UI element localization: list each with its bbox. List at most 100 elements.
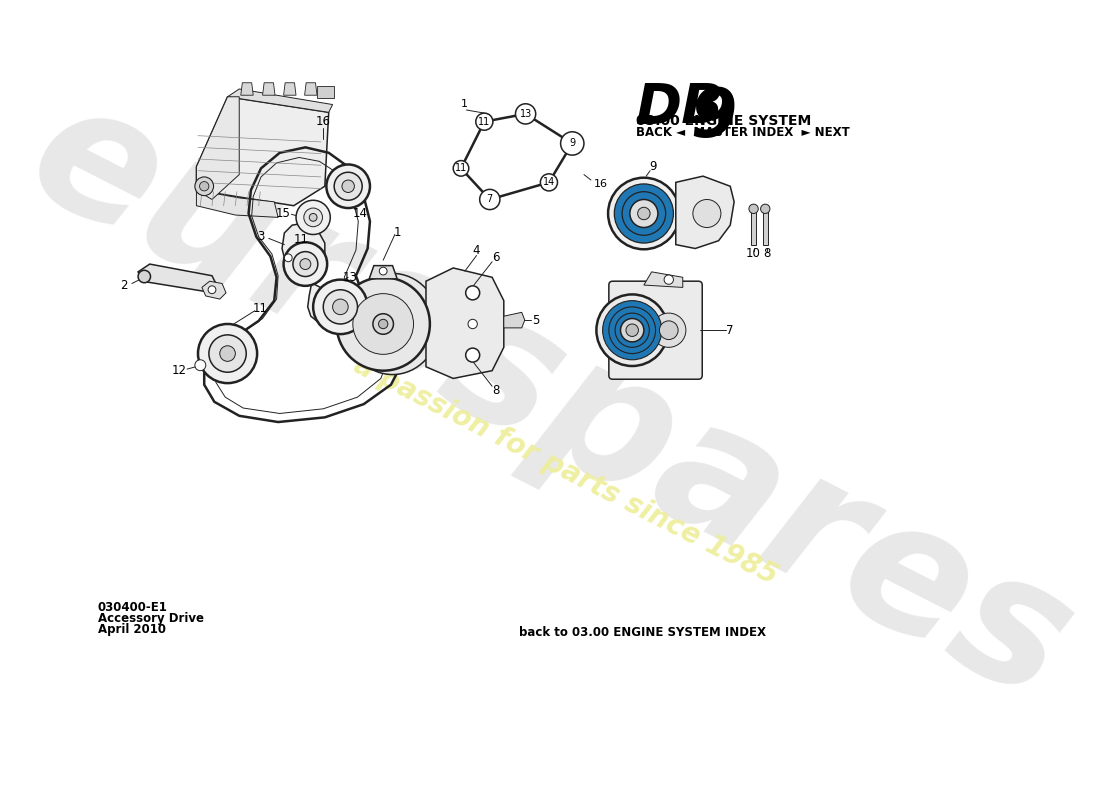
Polygon shape	[644, 272, 683, 287]
Polygon shape	[282, 223, 344, 324]
Text: 16: 16	[316, 115, 331, 128]
Circle shape	[284, 242, 327, 286]
Text: 12: 12	[172, 364, 187, 377]
Circle shape	[337, 278, 430, 370]
Circle shape	[195, 360, 206, 370]
Circle shape	[626, 324, 638, 337]
Text: 1: 1	[394, 226, 400, 238]
Circle shape	[561, 132, 584, 155]
Circle shape	[220, 346, 235, 362]
Circle shape	[296, 200, 330, 234]
Text: BACK ◄  MASTER INDEX  ► NEXT: BACK ◄ MASTER INDEX ► NEXT	[636, 126, 850, 139]
Circle shape	[630, 199, 658, 227]
Text: 9: 9	[569, 138, 575, 149]
Circle shape	[516, 104, 536, 124]
Polygon shape	[504, 312, 525, 328]
Text: 14: 14	[352, 207, 367, 220]
Circle shape	[317, 307, 330, 319]
Circle shape	[296, 243, 315, 262]
Bar	[751, 210, 756, 245]
Polygon shape	[426, 268, 504, 378]
Circle shape	[468, 319, 477, 329]
Text: DB: DB	[636, 82, 725, 135]
Circle shape	[465, 286, 480, 300]
Circle shape	[453, 161, 469, 176]
Polygon shape	[228, 89, 332, 112]
Text: 9: 9	[649, 160, 657, 174]
Polygon shape	[139, 264, 216, 291]
Text: 15: 15	[276, 207, 292, 220]
Text: 13: 13	[342, 270, 358, 284]
Text: 11: 11	[253, 302, 267, 315]
Polygon shape	[305, 82, 317, 95]
Text: 11: 11	[455, 163, 468, 174]
Text: 7: 7	[486, 194, 493, 205]
Text: 4: 4	[473, 244, 481, 258]
Circle shape	[195, 177, 213, 195]
Circle shape	[342, 180, 354, 193]
Circle shape	[620, 318, 644, 342]
Text: 3: 3	[257, 230, 265, 243]
Circle shape	[614, 184, 673, 243]
FancyBboxPatch shape	[317, 86, 334, 98]
Circle shape	[608, 178, 680, 250]
Circle shape	[304, 208, 322, 226]
Text: 13: 13	[519, 109, 531, 119]
Text: 2: 2	[120, 278, 128, 291]
Text: 030400-E1: 030400-E1	[98, 601, 167, 614]
Text: 1: 1	[461, 98, 468, 109]
Text: 9: 9	[691, 85, 737, 151]
Bar	[763, 210, 768, 245]
Text: 14: 14	[542, 178, 556, 187]
Circle shape	[334, 172, 362, 200]
Text: 7: 7	[726, 324, 734, 337]
Polygon shape	[197, 97, 239, 199]
Circle shape	[353, 294, 414, 354]
Circle shape	[749, 204, 758, 214]
Text: 03.00 ENGINE SYSTEM: 03.00 ENGINE SYSTEM	[636, 114, 812, 128]
Circle shape	[309, 214, 317, 222]
Circle shape	[480, 190, 499, 210]
Polygon shape	[202, 281, 226, 299]
Circle shape	[323, 290, 358, 324]
Text: 6: 6	[493, 250, 499, 263]
Circle shape	[379, 267, 387, 275]
Circle shape	[651, 313, 686, 347]
Circle shape	[693, 199, 720, 227]
Polygon shape	[370, 266, 397, 279]
Text: 11: 11	[478, 117, 491, 126]
Circle shape	[659, 321, 678, 339]
Text: 16: 16	[594, 179, 608, 189]
Polygon shape	[197, 190, 278, 218]
Polygon shape	[197, 97, 329, 206]
Circle shape	[373, 314, 394, 334]
Circle shape	[476, 113, 493, 130]
FancyBboxPatch shape	[608, 281, 702, 379]
Circle shape	[208, 286, 216, 294]
Ellipse shape	[345, 274, 439, 374]
Circle shape	[608, 307, 656, 354]
Circle shape	[209, 335, 246, 372]
Circle shape	[199, 182, 209, 191]
Text: Accessory Drive: Accessory Drive	[98, 612, 204, 625]
Circle shape	[285, 254, 293, 262]
Circle shape	[664, 275, 673, 284]
Circle shape	[378, 319, 388, 329]
Circle shape	[623, 192, 666, 235]
Circle shape	[300, 258, 311, 270]
Polygon shape	[284, 82, 296, 95]
Text: 5: 5	[532, 314, 539, 326]
Circle shape	[760, 204, 770, 214]
Text: 11: 11	[294, 233, 309, 246]
Circle shape	[198, 324, 257, 383]
Polygon shape	[263, 82, 275, 95]
Text: April 2010: April 2010	[98, 622, 166, 636]
Circle shape	[465, 348, 480, 362]
Circle shape	[540, 174, 558, 191]
Text: 10: 10	[746, 247, 761, 261]
Circle shape	[293, 252, 318, 277]
Text: back to 03.00 ENGINE SYSTEM INDEX: back to 03.00 ENGINE SYSTEM INDEX	[519, 626, 767, 639]
Polygon shape	[241, 82, 253, 95]
Circle shape	[327, 165, 370, 208]
Circle shape	[603, 301, 662, 360]
